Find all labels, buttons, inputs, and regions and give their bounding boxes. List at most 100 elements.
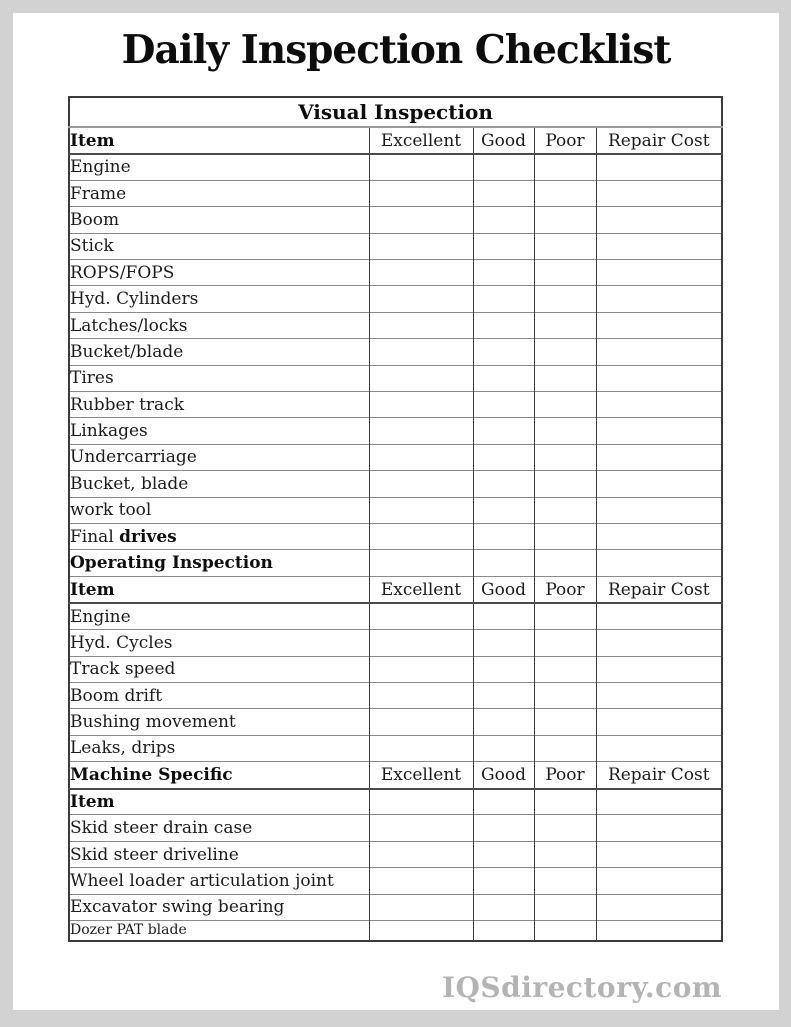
item-cell: Operating Inspection <box>68 549 369 577</box>
repair-cost-cell <box>595 206 723 234</box>
poor-cell <box>533 629 596 657</box>
excellent-cell <box>368 391 473 418</box>
table-row: Boom drift <box>68 681 723 709</box>
repair-cost-cell <box>595 522 723 550</box>
excellent-cell <box>368 814 473 842</box>
good-cell <box>472 681 534 709</box>
repair-cost-cell <box>595 443 723 471</box>
item-cell: Bushing movement <box>68 708 369 736</box>
item-cell: Dozer PAT blade <box>68 920 369 941</box>
repair-cost-cell <box>595 496 723 524</box>
excellent-cell <box>368 549 473 577</box>
poor-cell <box>533 522 596 550</box>
item-label: Track speed <box>70 659 176 680</box>
table-row: Wheel loader articulation joint <box>68 867 723 895</box>
item-label: Boom <box>70 209 120 230</box>
excellent-cell <box>368 259 473 286</box>
table-row: Engine <box>68 153 723 181</box>
poor-cell <box>533 153 596 181</box>
poor-cell <box>533 206 596 234</box>
item-cell: ROPS/FOPS <box>68 259 369 286</box>
table-row: Visual Inspection <box>68 96 723 128</box>
poor-cell: Poor <box>533 126 596 155</box>
poor-cell <box>533 708 596 736</box>
excellent-cell <box>368 364 473 392</box>
item-label: Bushing movement <box>70 712 236 732</box>
item-label: Linkages <box>70 421 148 442</box>
item-cell: Track speed <box>68 655 369 683</box>
table-row: Leaks, drips <box>68 734 723 762</box>
item-label: Frame <box>70 183 127 204</box>
item-cell: Tires <box>68 364 369 392</box>
poor-cell <box>533 602 596 630</box>
good-cell <box>472 549 534 577</box>
excellent-cell <box>368 417 473 445</box>
excellent-cell <box>368 602 473 630</box>
repair-cost-cell <box>595 153 723 181</box>
item-label: Skid steer driveline <box>70 844 239 865</box>
good-cell <box>472 867 534 895</box>
poor-cell <box>533 338 596 366</box>
item-label: Rubber track <box>70 394 185 415</box>
table-row: Dozer PAT blade <box>68 920 723 941</box>
page-title: Daily Inspection Checklist <box>121 27 672 73</box>
good-cell <box>472 734 534 762</box>
table-row: Engine <box>68 602 723 630</box>
repair-cost-cell <box>595 232 723 260</box>
table-row: Machine Specific Excellent Good Poor Repair … <box>68 761 723 790</box>
item-cell: Skid steer driveline <box>68 840 369 868</box>
excellent-cell <box>368 788 473 815</box>
item-cell: Stick <box>68 232 369 260</box>
item-cell: Item <box>68 788 369 815</box>
item-label: Dozer PAT blade <box>70 922 187 939</box>
excellent-cell <box>368 734 473 762</box>
item-label: Latches/locks <box>70 315 188 336</box>
good-cell <box>472 338 534 366</box>
item-cell: Item <box>68 575 369 605</box>
excellent-cell: Excellent <box>368 126 473 155</box>
repair-cost-cell <box>595 814 723 842</box>
item-label: ROPS/FOPS <box>70 262 175 283</box>
item-label: Machine Specific <box>70 764 233 785</box>
table-row: Bucket/blade <box>68 338 723 366</box>
poor-cell <box>533 681 596 709</box>
excellent-cell <box>368 681 473 709</box>
repair-cost-cell <box>595 708 723 736</box>
poor-cell <box>533 788 596 815</box>
item-label: Wheel loader articulation joint <box>70 870 334 891</box>
item-label: Leaks, drips <box>70 738 176 759</box>
poor-cell <box>533 417 596 445</box>
good-cell <box>472 893 534 921</box>
item-cell: Final drives <box>68 522 369 550</box>
poor-cell <box>533 285 596 313</box>
poor-cell <box>533 443 596 471</box>
repair-cost-cell <box>595 391 723 418</box>
item-label: Item <box>70 792 115 813</box>
good-cell <box>472 443 534 471</box>
item-cell: Rubber track <box>68 391 369 418</box>
good-cell <box>472 391 534 418</box>
item-label: Stick <box>70 236 114 257</box>
table-row: Boom <box>68 206 723 234</box>
item-label: Hyd. Cycles <box>70 632 173 653</box>
repair-cost-cell <box>595 259 723 286</box>
item-cell: Hyd. Cycles <box>68 629 369 657</box>
repair-cost-cell <box>595 867 723 895</box>
checklist-table-body: Visual Inspection Item Excellent Good Poor Re… <box>68 96 723 941</box>
poor-cell <box>533 867 596 895</box>
table-row: Operating Inspection <box>68 549 723 577</box>
item-cell: Undercarriage <box>68 443 369 471</box>
excellent-cell <box>368 206 473 234</box>
table-row: Hyd. Cylinders <box>68 285 723 313</box>
table-row: Tires <box>68 364 723 392</box>
repair-cost-cell <box>595 655 723 683</box>
good-cell <box>472 179 534 207</box>
excellent-cell <box>368 629 473 657</box>
item-label: Excavator swing bearing <box>70 897 285 918</box>
poor-cell <box>533 496 596 524</box>
repair-cost-cell: Repair Cost <box>595 761 723 790</box>
good-cell <box>472 840 534 868</box>
good-cell <box>472 232 534 260</box>
item-cell: Leaks, drips <box>68 734 369 762</box>
good-cell: Good <box>472 126 534 155</box>
